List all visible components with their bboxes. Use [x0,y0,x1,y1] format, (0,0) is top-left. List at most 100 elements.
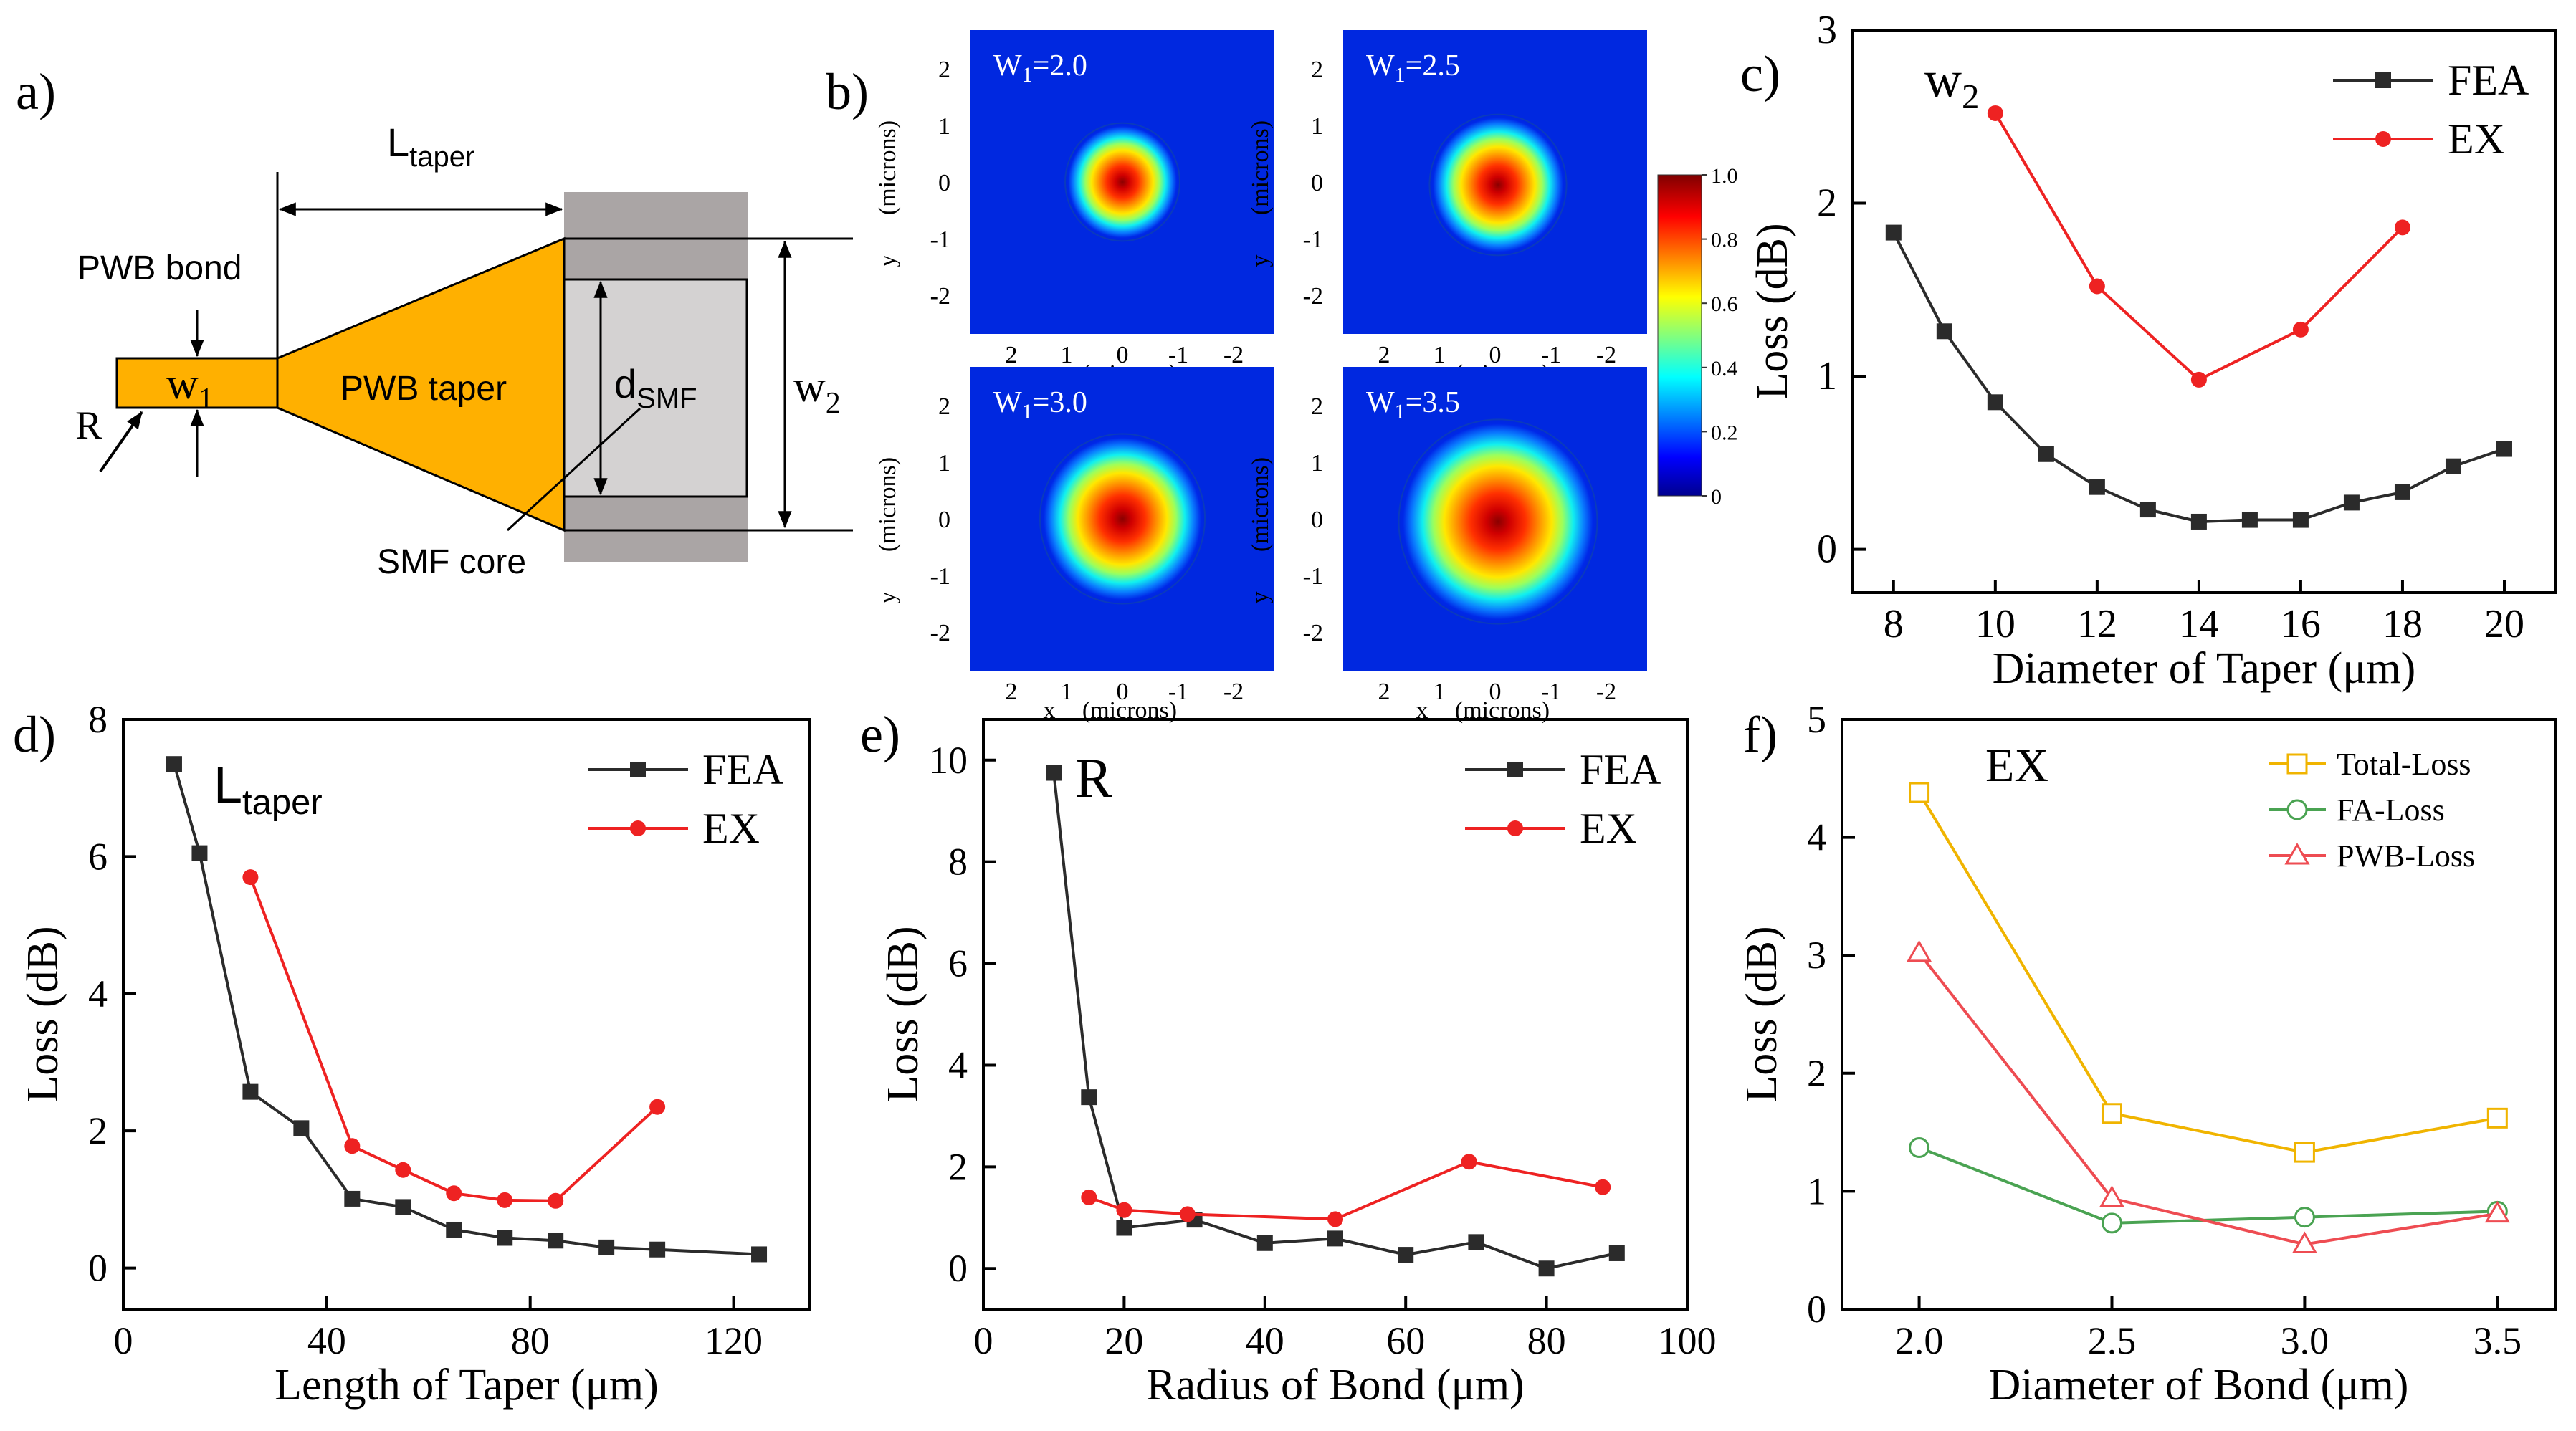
legend-entry-ex: EX [588,805,760,852]
legend-label: FEA [2448,57,2529,104]
mode-beam-edge [1428,113,1568,257]
mode-xtick: 0 [1489,342,1502,368]
colorbar: 1.0 0.8 0.6 0.4 0.2 0 [1657,164,1738,509]
data-point [1327,1230,1343,1247]
x-tick-label: 3.0 [2281,1319,2329,1362]
data-point [1116,1220,1132,1236]
mode-label-value: =2.0 [1033,49,1087,82]
data-point [2291,1231,2318,1253]
data-point [1909,1136,1930,1158]
series-ex [1081,1154,1611,1227]
r-label: R [75,403,102,448]
mode-label-value: =3.5 [1406,386,1460,419]
y-tick-label: 8 [948,841,968,884]
colorbar-tick-label: 0.4 [1711,357,1738,381]
panel-label-d: d) [13,706,56,763]
colorbar-tick-label: 0.6 [1711,292,1738,316]
data-point [1398,1247,1414,1263]
data-point [1468,1234,1484,1250]
smf-core-label: SMF core [377,543,526,581]
pwb-taper-label: PWB taper [340,370,507,408]
series-line [249,876,659,1202]
schematic-panel: Ltaper w2 dSMF PWB bond w1 PWB taper R S… [75,120,853,581]
y-axis-label-group: Loss (dB) [1737,926,1786,1102]
mode-yaxis: (microns) y [874,457,901,604]
mode-ytick: 2 [938,393,950,420]
x-tick-label: 0 [114,1319,133,1362]
panel-label-c: c) [1740,45,1780,102]
mode-label-w: W [1366,386,1395,419]
mode-xtick: 2 [1006,342,1018,368]
data-point [1885,224,1902,241]
data-point [166,756,182,772]
mode-label: W1=3.5 [1366,386,1460,423]
mode-beam [1067,124,1178,240]
y-tick-label: 10 [929,739,968,782]
chart-e: 0 20 40 60 80 100 0 2 4 6 8 10 Radius of Bond (μm) Lo… [879,718,1717,1410]
x-tick-label: 80 [511,1319,550,1362]
mode-xtick: 2 [1378,679,1390,705]
mode-xtick: -1 [1168,342,1188,368]
mode-xtick: 1 [1061,342,1073,368]
mode-yaxis-label: y [1247,255,1274,267]
legend-entry-ex: EX [2333,115,2505,163]
data-point [2292,512,2309,528]
data-point [1081,1189,1097,1205]
data-point [2445,458,2461,474]
panel-label-b: b) [826,63,869,120]
mode-beam [1041,435,1204,603]
data-point [1046,765,1062,781]
series-line [1088,1160,1603,1221]
x-tick-label: 12 [2077,602,2117,646]
data-point [2099,1185,2125,1207]
chart-title: R [1075,747,1112,809]
data-point [2101,1212,2122,1234]
mode-yaxis: (microns) y [1247,120,1274,267]
mode-yaxis-unit: (microns) [874,457,901,552]
mode-xtick: 2 [1378,342,1390,368]
data-point [2375,72,2391,88]
data-point [1608,1245,1625,1261]
x-tick-label: 2.5 [2088,1319,2137,1362]
series-line [173,763,760,1256]
mode-ytick: -2 [930,620,950,646]
series-pwb-loss [1906,939,2510,1253]
legend-label: PWB-Loss [2337,838,2475,874]
mode-ytick: 0 [938,507,950,533]
y-tick-label: 1 [1807,1169,1826,1212]
x-tick-label: 0 [974,1319,993,1362]
series-fa-loss [1909,1136,2508,1234]
data-point [1909,782,1930,803]
series-fea [166,756,768,1263]
y-tick-label: 0 [1817,527,1837,572]
data-point [395,1162,411,1178]
y-tick-label: 0 [88,1247,108,1290]
mode-yaxis: (microns) y [874,120,901,267]
legend-label: FEA [702,746,783,793]
data-point [649,1099,666,1115]
data-point [344,1138,361,1154]
chart-title: w2 [1924,51,1979,116]
y-axis-label: Loss (dB) [19,926,67,1102]
mode-xtick: -2 [1223,679,1244,705]
series-ex [242,869,666,1209]
data-point [1936,323,1952,340]
mode-label-sub: 1 [1395,400,1406,423]
series-total-loss [1909,782,2508,1163]
data-point [2394,484,2410,500]
y-axis-label-group: Loss (dB) [879,926,927,1102]
legend-entry-pwb-loss: PWB-Loss [2269,838,2475,874]
x-tick-label: 40 [307,1319,346,1362]
mode-ytick: 2 [1311,57,1323,83]
mode-xtick: -2 [1223,342,1244,368]
l-taper-label: Ltaper [387,120,474,173]
mode-yaxis-unit: (microns) [1247,457,1274,552]
legend-label: EX [2448,115,2505,163]
mode-beam [1431,115,1565,254]
mode-ytick: 1 [938,450,950,477]
mode-xtick: 1 [1434,342,1446,368]
mode-xtick: 0 [1117,679,1129,705]
